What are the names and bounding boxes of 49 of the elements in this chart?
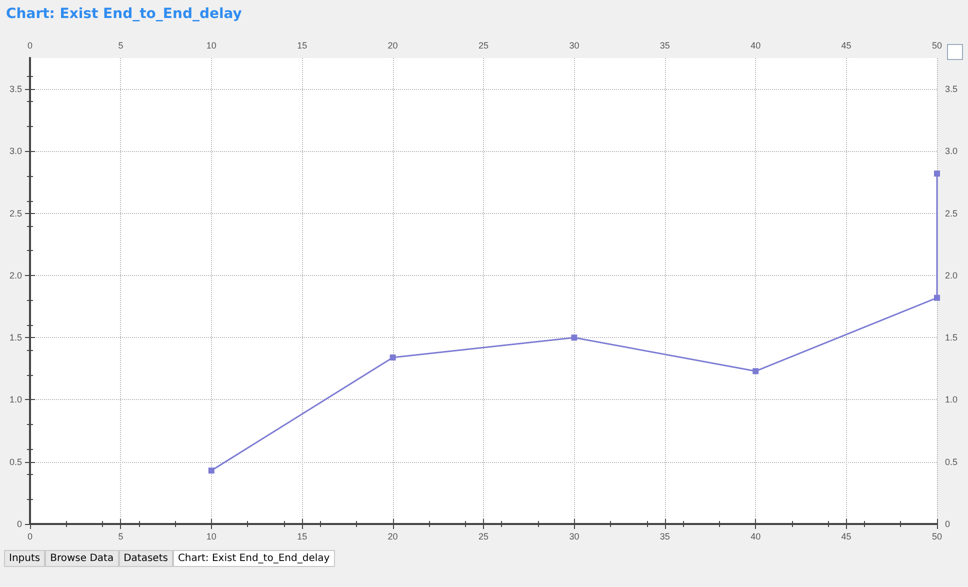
x-tick-label: 50: [932, 532, 942, 542]
x2-tick-label: 0: [27, 40, 33, 50]
y-tick-label: 1.0: [9, 394, 22, 405]
x-tick-label: 0: [27, 532, 33, 542]
x2-tick-label: 35: [660, 40, 670, 50]
x-tick-label: 45: [841, 532, 852, 542]
text: Browse Data: [45, 550, 119, 567]
y-tick-label: 2.5: [9, 208, 22, 218]
point: [934, 170, 940, 177]
y-tick-label: 3.5: [9, 84, 22, 94]
text: Inputs: [4, 550, 46, 567]
y-tick-label: 2.0: [9, 270, 22, 280]
y2-tick-label: 3.5: [945, 84, 958, 94]
y2-tick-label: 3.0: [945, 146, 958, 156]
x-tick-label: 30: [569, 532, 580, 542]
text: Chart: Exist End_to_End_delay: [172, 550, 335, 567]
x-tick-label: 40: [750, 532, 761, 542]
y-tick-label: 3.0: [9, 146, 22, 156]
y2-tick-label: 2.5: [945, 208, 958, 218]
x2-tick-label: 50: [932, 40, 942, 50]
y2-tick-label: 1.5: [945, 332, 958, 343]
x-tick-label: 20: [388, 532, 398, 542]
y-tick-label: 1.5: [9, 332, 22, 343]
point: [934, 294, 940, 301]
x-tick-label: 15: [297, 532, 308, 542]
x-tick-label: 25: [478, 532, 489, 542]
x-tick-label: 35: [660, 532, 670, 542]
x2-tick-label: 30: [569, 40, 580, 50]
y-tick-label: 0: [16, 519, 22, 529]
x2-tick-label: 25: [478, 40, 489, 50]
text: Datasets: [118, 550, 173, 567]
x-tick-label: 10: [206, 532, 216, 542]
x2-tick-label: 20: [388, 40, 398, 50]
y2-tick-label: 0: [945, 519, 950, 529]
x2-tick-label: 40: [750, 40, 761, 50]
y2-tick-label: 2.0: [945, 270, 958, 280]
x2-tick-label: 10: [206, 40, 216, 50]
y2-tick-label: 1.0: [945, 394, 958, 405]
y-tick-label: 0.5: [9, 456, 22, 467]
chart-title: Chart: Exist End_to_End_delay: [6, 6, 242, 22]
point: [752, 368, 759, 374]
x2-tick-label: 5: [118, 40, 124, 50]
x2-tick-label: 15: [297, 40, 308, 50]
point: [390, 354, 396, 360]
y2-tick-label: 0.5: [945, 456, 958, 467]
x-tick-label: 5: [118, 532, 124, 542]
x2-tick-label: 45: [841, 40, 852, 50]
point: [208, 468, 214, 474]
point: [571, 334, 578, 341]
